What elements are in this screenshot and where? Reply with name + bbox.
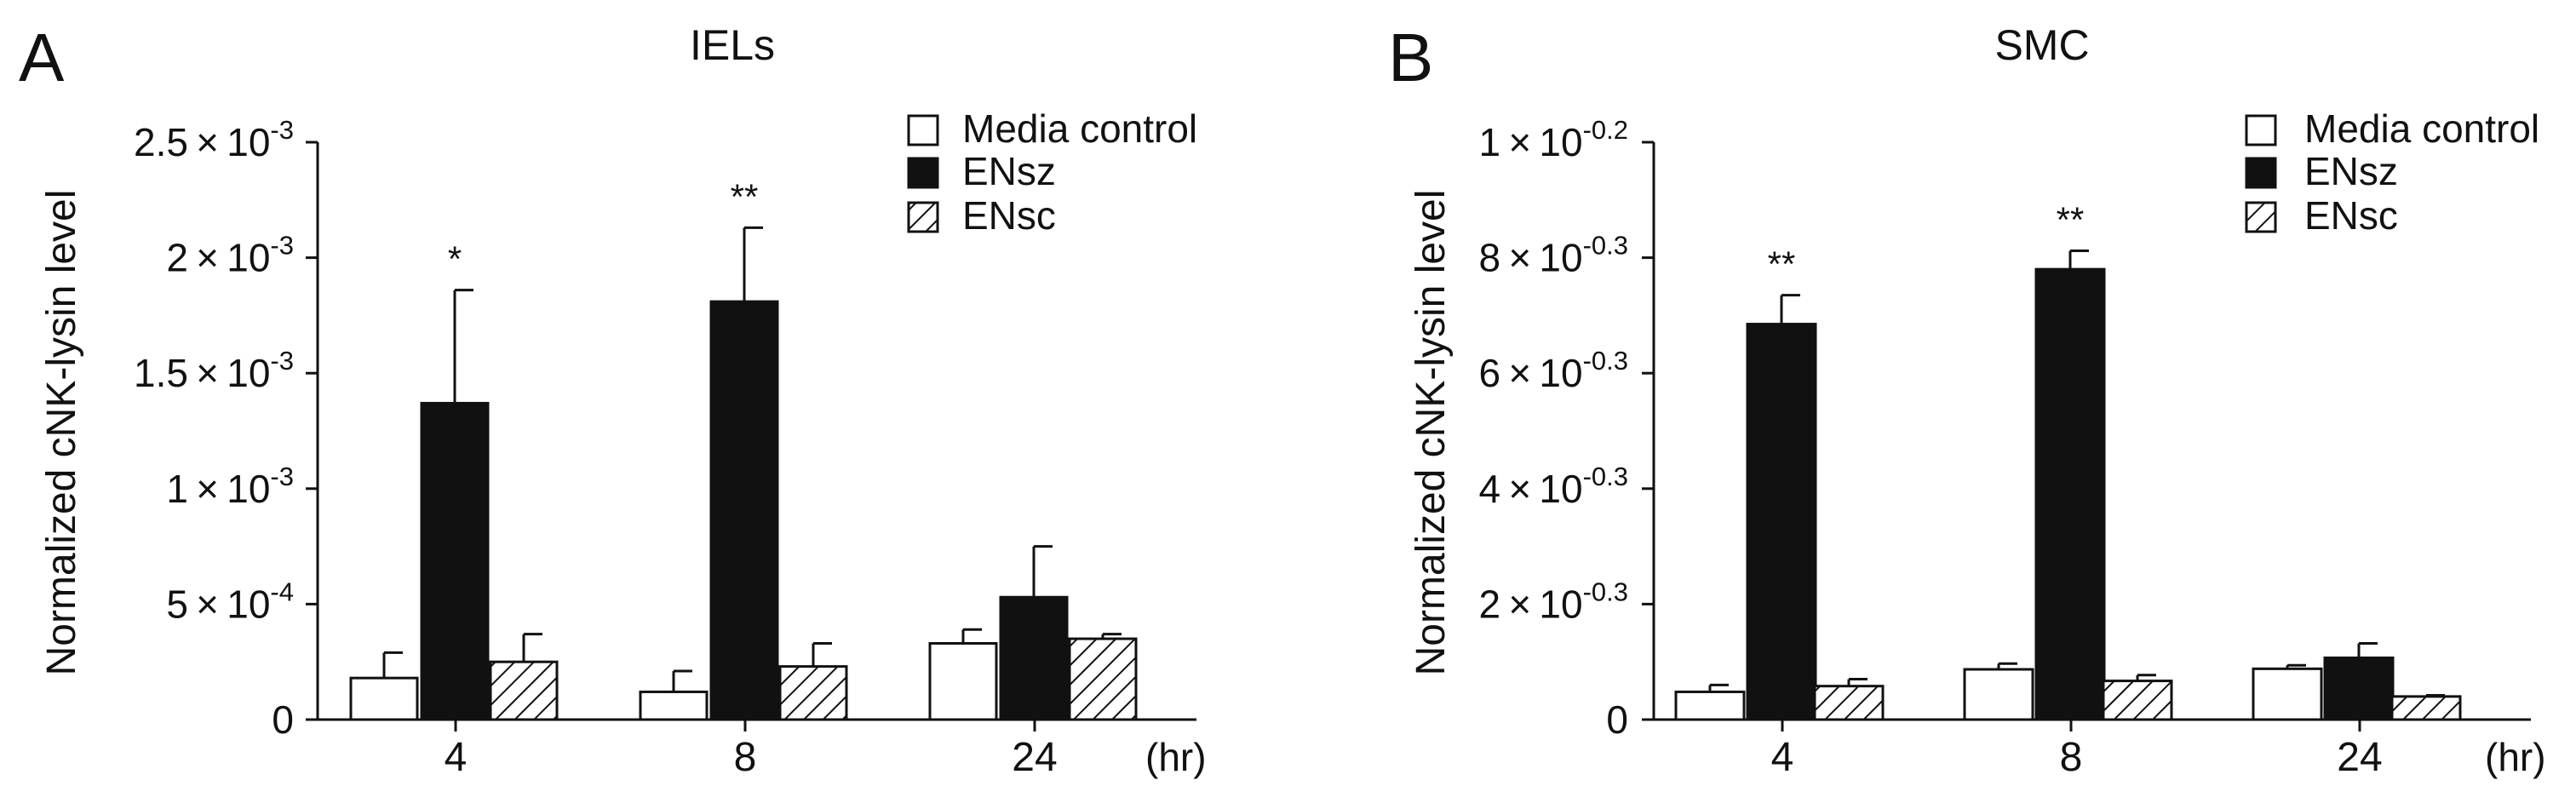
legend-swatch-ensz (907, 157, 939, 189)
legend-swatch-ensz (2245, 157, 2277, 189)
bar (489, 660, 559, 721)
legend-label-ensz: ENsz (962, 149, 1056, 193)
significance-marker: ** (731, 176, 759, 216)
y-tick-label: 6 × 10-0.3 (1479, 346, 1628, 395)
x-tick-label: 8 (734, 735, 757, 780)
y-tick-label: 5 × 10-4 (166, 577, 294, 626)
bar (1746, 323, 1817, 721)
x-tick-label: 24 (2337, 735, 2382, 780)
x-tick-label: 4 (445, 735, 468, 780)
significance-marker: ** (2057, 199, 2085, 239)
legend-label-ensz: ENsz (2304, 149, 2398, 193)
y-tick-label: 2.5 × 10-3 (134, 115, 294, 164)
legend-swatch-media-control (2245, 114, 2277, 146)
x-tick-label: 8 (2060, 735, 2083, 780)
legend-swatch-media-control (907, 114, 939, 146)
panel-b-y-axis-title: Normalized cNK-lysin level (1408, 190, 1454, 676)
bar (928, 642, 998, 721)
y-tick-label: 1.5 × 10-3 (134, 346, 294, 395)
bar (2102, 680, 2173, 721)
panel-a-legend: Media control ENsz ENsc (907, 106, 1197, 238)
panel-b-x-unit-label: (hr) (2485, 735, 2546, 779)
legend-label-media-control: Media control (2304, 106, 2539, 151)
x-tick-label: 4 (1771, 735, 1794, 780)
y-tick-label: 4 × 10-0.3 (1479, 462, 1628, 511)
panel-b-plot: 0 2 × 10-0.3 4 × 10-0.3 6 × 10-0.3 8 × 10-0.… (1479, 115, 2531, 780)
panel-a-letter: A (19, 20, 65, 95)
bar (2323, 656, 2395, 721)
legend-swatch-ensc (907, 201, 939, 233)
y-tick-label: 0 (1606, 697, 1628, 742)
y-tick-label: 2 × 10-3 (166, 231, 294, 280)
bar (2252, 667, 2323, 721)
panel-a-title: IELs (690, 21, 775, 69)
legend-label-ensc: ENsc (2304, 193, 2398, 238)
bar (1963, 668, 2034, 721)
y-tick-label: 1 × 10-0.2 (1479, 115, 1628, 164)
panel-a-x-unit-label: (hr) (1145, 735, 1207, 779)
legend-label-ensc: ENsc (962, 193, 1056, 238)
panel-a-plot: 0 5 × 10-4 1 × 10-3 1.5 × 10-3 2 × 10-3 2.5 ×… (134, 115, 1196, 780)
bar (999, 595, 1069, 721)
bar (349, 676, 419, 721)
bar (1674, 690, 1746, 721)
x-tick-label: 24 (1012, 735, 1057, 780)
significance-marker: ** (1768, 244, 1796, 284)
y-tick-label: 0 (272, 697, 294, 742)
bar (2034, 267, 2106, 721)
y-tick-label: 8 × 10-0.3 (1479, 231, 1628, 280)
bar (1813, 685, 1885, 721)
bar (2390, 695, 2462, 721)
panel-b-letter: B (1388, 20, 1433, 95)
y-tick-label: 1 × 10-3 (166, 462, 294, 511)
panel-a-y-axis-title: Normalized cNK-lysin level (39, 190, 84, 676)
legend-swatch-ensc (2245, 201, 2277, 233)
panel-b-title: SMC (1994, 21, 2089, 69)
legend-label-media-control: Media control (962, 106, 1197, 151)
bar (778, 665, 848, 721)
bar (639, 690, 709, 721)
bar (1068, 637, 1138, 721)
bar (709, 300, 779, 721)
panel-a: A IELs Normalized cNK-lysin level (hr) M… (19, 20, 1207, 780)
y-tick-label: 2 × 10-0.3 (1479, 577, 1628, 626)
panel-b-legend: Media control ENsz ENsc (2245, 106, 2539, 238)
significance-marker: * (448, 239, 462, 279)
bar (420, 401, 490, 721)
panel-b: B SMC Normalized cNK-lysin level (hr) Me… (1388, 20, 2546, 780)
